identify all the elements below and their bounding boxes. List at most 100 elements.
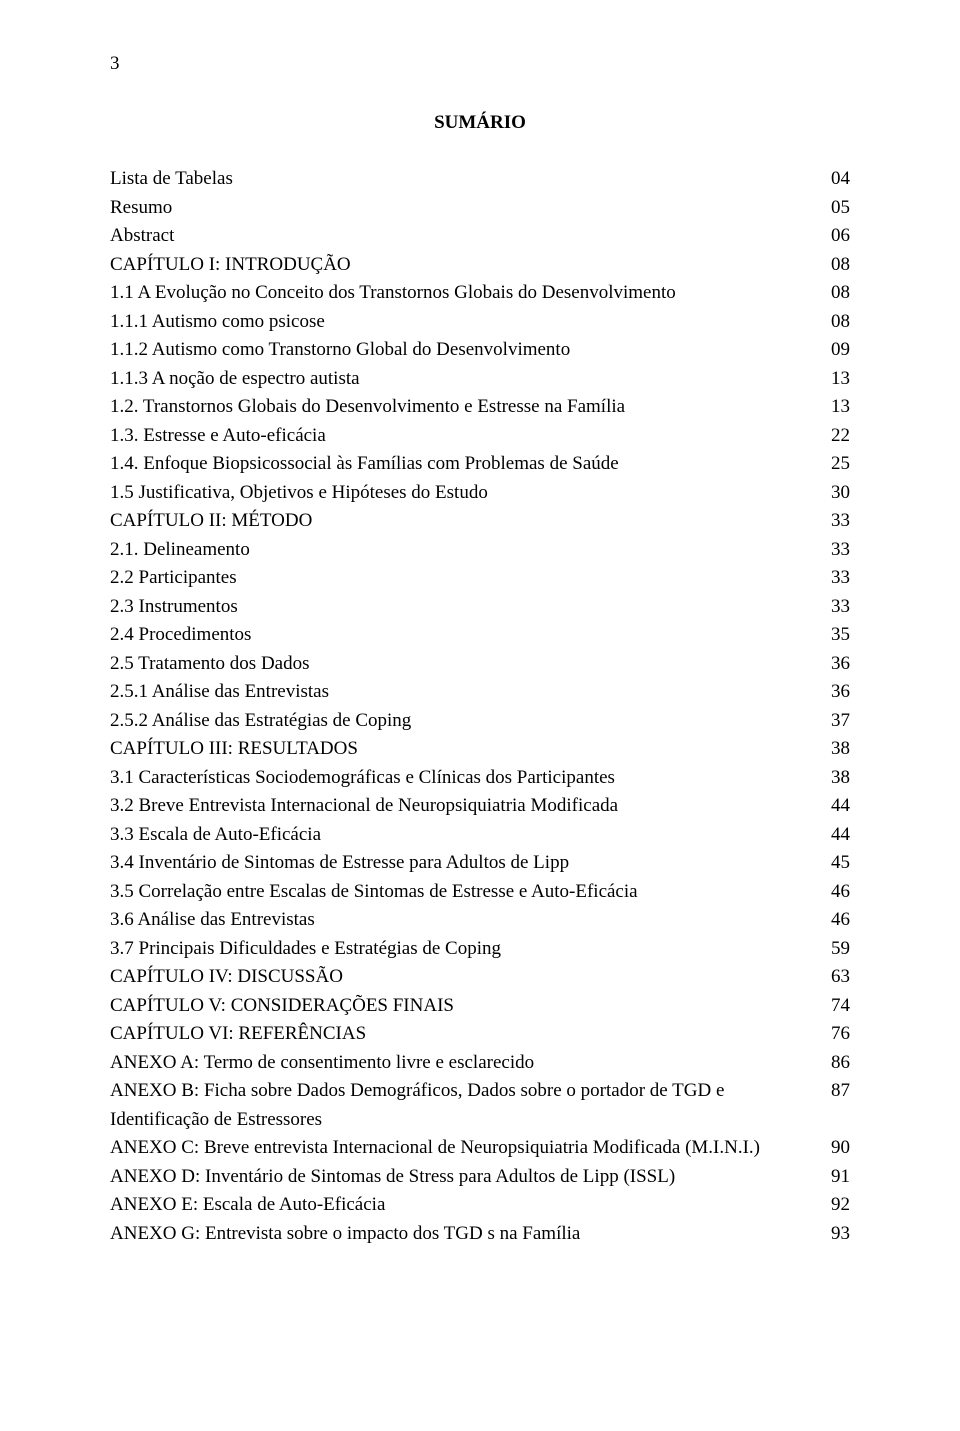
toc-row: 3.1 Características Sociodemográficas e … (110, 764, 850, 793)
toc-row: 2.5.1 Análise das Entrevistas 36 (110, 678, 850, 707)
toc-row: CAPÍTULO I: INTRODUÇÃO 08 (110, 251, 850, 280)
toc-page: 30 (822, 479, 850, 508)
toc-label: 3.1 Características Sociodemográficas e … (110, 764, 822, 793)
toc-label: 1.5 Justificativa, Objetivos e Hipóteses… (110, 479, 822, 508)
toc-page: 36 (822, 678, 850, 707)
toc-page: 13 (822, 393, 850, 422)
toc-page: 08 (822, 279, 850, 308)
toc-label: 2.2 Participantes (110, 564, 822, 593)
toc-page: 35 (822, 621, 850, 650)
toc-page: 33 (822, 564, 850, 593)
toc-page: 38 (822, 764, 850, 793)
toc-label: CAPÍTULO II: MÉTODO (110, 507, 822, 536)
toc-page: 33 (822, 536, 850, 565)
toc-page: 63 (822, 963, 850, 992)
toc-label: 2.5.2 Análise das Estratégias de Coping (110, 707, 822, 736)
toc-label: 3.5 Correlação entre Escalas de Sintomas… (110, 878, 822, 907)
toc-page: 33 (822, 593, 850, 622)
toc-label: ANEXO B: Ficha sobre Dados Demográficos,… (110, 1077, 822, 1134)
toc-label: 3.3 Escala de Auto-Eficácia (110, 821, 822, 850)
toc-label: ANEXO C: Breve entrevista Internacional … (110, 1134, 822, 1163)
toc-label: 3.7 Principais Dificuldades e Estratégia… (110, 935, 822, 964)
toc-row: 3.3 Escala de Auto-Eficácia 44 (110, 821, 850, 850)
toc-label: CAPÍTULO IV: DISCUSSÃO (110, 963, 822, 992)
toc-page: 08 (822, 251, 850, 280)
toc-label: 2.4 Procedimentos (110, 621, 822, 650)
toc-row: 2.3 Instrumentos 33 (110, 593, 850, 622)
toc-page: 45 (822, 849, 850, 878)
toc-row: 3.4 Inventário de Sintomas de Estresse p… (110, 849, 850, 878)
toc-row: 2.5 Tratamento dos Dados 36 (110, 650, 850, 679)
toc-row: 1.1 A Evolução no Conceito dos Transtorn… (110, 279, 850, 308)
toc-row: ANEXO B: Ficha sobre Dados Demográficos,… (110, 1077, 850, 1134)
toc-page: 36 (822, 650, 850, 679)
toc-page: 59 (822, 935, 850, 964)
toc-label: 1.4. Enfoque Biopsicossocial às Famílias… (110, 450, 822, 479)
toc-page: 92 (822, 1191, 850, 1220)
toc-page: 76 (822, 1020, 850, 1049)
toc-page: 93 (822, 1220, 850, 1249)
toc-row: ANEXO E: Escala de Auto-Eficácia 92 (110, 1191, 850, 1220)
toc-row: ANEXO D: Inventário de Sintomas de Stres… (110, 1163, 850, 1192)
toc-page: 22 (822, 422, 850, 451)
toc-label: CAPÍTULO V: CONSIDERAÇÕES FINAIS (110, 992, 822, 1021)
toc-label: 2.5.1 Análise das Entrevistas (110, 678, 822, 707)
toc-label: CAPÍTULO VI: REFERÊNCIAS (110, 1020, 822, 1049)
page-title: SUMÁRIO (110, 109, 850, 138)
toc-page: 33 (822, 507, 850, 536)
toc-label: 1.1 A Evolução no Conceito dos Transtorn… (110, 279, 822, 308)
toc-label: 3.2 Breve Entrevista Internacional de Ne… (110, 792, 822, 821)
toc-page: 13 (822, 365, 850, 394)
toc-label: 2.1. Delineamento (110, 536, 822, 565)
toc-page: 44 (822, 821, 850, 850)
toc-label: 2.3 Instrumentos (110, 593, 822, 622)
toc-label: 3.6 Análise das Entrevistas (110, 906, 822, 935)
toc-page: 46 (822, 906, 850, 935)
toc-row: 1.4. Enfoque Biopsicossocial às Famílias… (110, 450, 850, 479)
toc-page: 09 (822, 336, 850, 365)
toc-row: Resumo 05 (110, 194, 850, 223)
toc-label: Resumo (110, 194, 822, 223)
toc-page: 44 (822, 792, 850, 821)
toc-page: 06 (822, 222, 850, 251)
toc-page: 87 (822, 1077, 850, 1106)
toc-page: 04 (822, 165, 850, 194)
toc-row: CAPÍTULO VI: REFERÊNCIAS 76 (110, 1020, 850, 1049)
toc-row: 3.5 Correlação entre Escalas de Sintomas… (110, 878, 850, 907)
toc-row: CAPÍTULO IV: DISCUSSÃO 63 (110, 963, 850, 992)
toc-page: 08 (822, 308, 850, 337)
toc-label: 1.2. Transtornos Globais do Desenvolvime… (110, 393, 822, 422)
toc-label: 2.5 Tratamento dos Dados (110, 650, 822, 679)
toc-row: 2.4 Procedimentos 35 (110, 621, 850, 650)
toc-row: CAPÍTULO II: MÉTODO 33 (110, 507, 850, 536)
toc-label: ANEXO E: Escala de Auto-Eficácia (110, 1191, 822, 1220)
toc-row: CAPÍTULO III: RESULTADOS 38 (110, 735, 850, 764)
toc-label: 1.1.1 Autismo como psicose (110, 308, 822, 337)
toc-page: 38 (822, 735, 850, 764)
toc-row: 2.2 Participantes 33 (110, 564, 850, 593)
toc-label: Lista de Tabelas (110, 165, 822, 194)
toc-label: CAPÍTULO I: INTRODUÇÃO (110, 251, 822, 280)
table-of-contents: Lista de Tabelas 04 Resumo 05 Abstract 0… (110, 165, 850, 1248)
toc-row: 3.7 Principais Dificuldades e Estratégia… (110, 935, 850, 964)
toc-label: 1.1.3 A noção de espectro autista (110, 365, 822, 394)
toc-label: ANEXO G: Entrevista sobre o impacto dos … (110, 1220, 822, 1249)
toc-label: 1.3. Estresse e Auto-eficácia (110, 422, 822, 451)
toc-page: 37 (822, 707, 850, 736)
toc-page: 86 (822, 1049, 850, 1078)
toc-row: 3.6 Análise das Entrevistas 46 (110, 906, 850, 935)
toc-row: 1.1.1 Autismo como psicose 08 (110, 308, 850, 337)
toc-page: 25 (822, 450, 850, 479)
toc-page: 05 (822, 194, 850, 223)
toc-row: 1.2. Transtornos Globais do Desenvolvime… (110, 393, 850, 422)
toc-row: 2.5.2 Análise das Estratégias de Coping … (110, 707, 850, 736)
toc-label: CAPÍTULO III: RESULTADOS (110, 735, 822, 764)
page-number: 3 (110, 50, 850, 79)
toc-row: ANEXO A: Termo de consentimento livre e … (110, 1049, 850, 1078)
toc-row: 1.3. Estresse e Auto-eficácia 22 (110, 422, 850, 451)
toc-label: 1.1.2 Autismo como Transtorno Global do … (110, 336, 822, 365)
toc-row: CAPÍTULO V: CONSIDERAÇÕES FINAIS 74 (110, 992, 850, 1021)
toc-label: 3.4 Inventário de Sintomas de Estresse p… (110, 849, 822, 878)
toc-row: 3.2 Breve Entrevista Internacional de Ne… (110, 792, 850, 821)
toc-page: 74 (822, 992, 850, 1021)
